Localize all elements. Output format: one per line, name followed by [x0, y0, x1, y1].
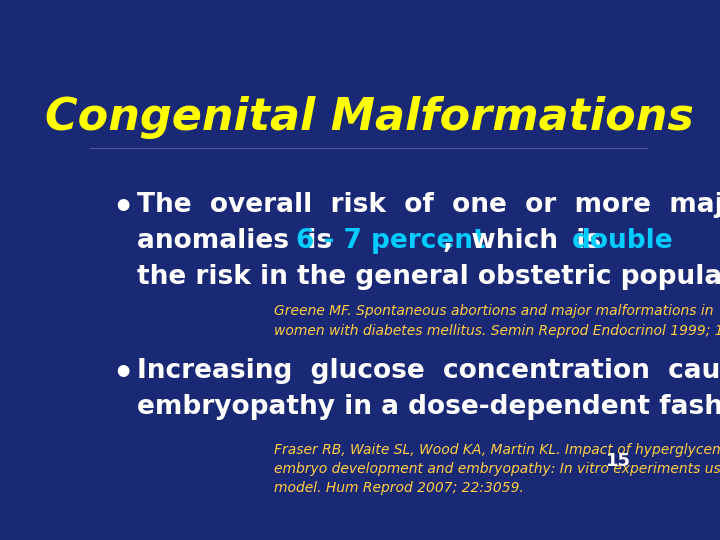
Text: Increasing  glucose  concentration  causes: Increasing glucose concentration causes [138, 358, 720, 384]
Text: anomalies  is: anomalies is [138, 228, 342, 254]
Text: Congenital Malformations: Congenital Malformations [45, 96, 693, 139]
Text: Fraser RB, Waite SL, Wood KA, Martin KL. Impact of hyperglycemia on early: Fraser RB, Waite SL, Wood KA, Martin KL.… [274, 443, 720, 457]
Text: Greene MF. Spontaneous abortions and major malformations in: Greene MF. Spontaneous abortions and maj… [274, 304, 714, 318]
Text: 15: 15 [606, 452, 631, 470]
Text: women with diabetes mellitus. Semin Reprod Endocrinol 1999; 17:127.: women with diabetes mellitus. Semin Repr… [274, 323, 720, 338]
Text: embryo development and embryopathy: In vitro experiments using a mouse: embryo development and embryopathy: In v… [274, 462, 720, 476]
Text: •: • [112, 358, 134, 391]
Text: double: double [572, 228, 674, 254]
Text: 6 - 7 percent: 6 - 7 percent [296, 228, 485, 254]
Text: embryopathy in a dose-dependent fashion: embryopathy in a dose-dependent fashion [138, 394, 720, 420]
Text: The  overall  risk  of  one  or  more  major: The overall risk of one or more major [138, 192, 720, 218]
Text: •: • [112, 192, 134, 225]
Text: ,  which  is: , which is [443, 228, 610, 254]
Text: the risk in the general obstetric population: the risk in the general obstetric popula… [138, 264, 720, 290]
Text: model. Hum Reprod 2007; 22:3059.: model. Hum Reprod 2007; 22:3059. [274, 481, 524, 495]
